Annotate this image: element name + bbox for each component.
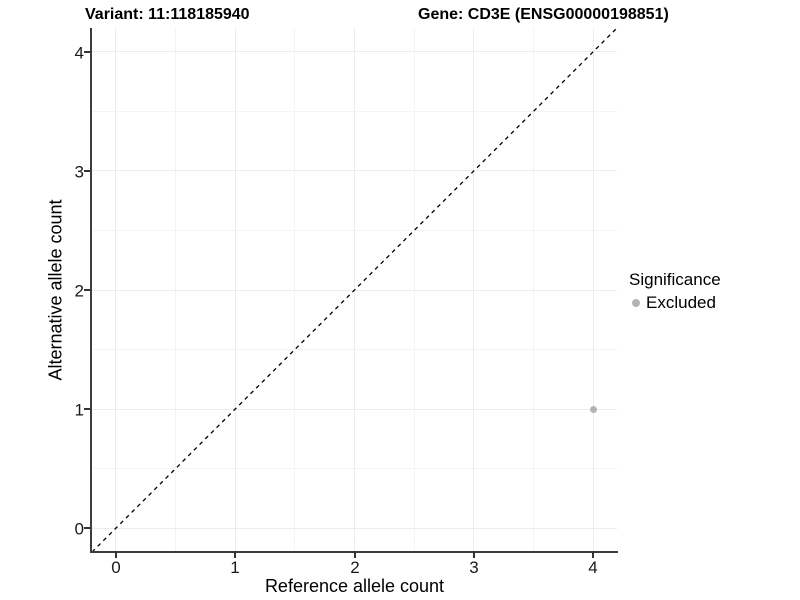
- legend-item-excluded: Excluded: [629, 294, 721, 311]
- y-tick-mark: [84, 289, 90, 291]
- data-point-excluded: [589, 405, 597, 413]
- x-tick-label: 1: [230, 558, 240, 577]
- y-tick-mark: [84, 408, 90, 410]
- legend-item-label: Excluded: [646, 293, 716, 313]
- y-tick-label: 2: [74, 281, 84, 301]
- x-tick-mark: [115, 552, 117, 558]
- x-tick-label: 3: [469, 558, 479, 577]
- x-tick-label: 2: [350, 558, 360, 577]
- x-axis-title: Reference allele count: [264, 576, 445, 596]
- y-axis-line: [90, 28, 92, 553]
- x-tick-label: 4: [588, 558, 598, 577]
- y-tick-mark: [84, 527, 90, 529]
- identity-dashed-line: [92, 28, 617, 552]
- plot-panel: [92, 28, 617, 552]
- y-grid-major-line: [92, 527, 617, 529]
- variant-title: Variant: 11:118185940: [85, 6, 250, 23]
- y-grid-major-line: [92, 51, 617, 53]
- y-grid-major-line: [92, 170, 617, 172]
- x-tick-mark: [473, 552, 475, 558]
- legend: Significance Excluded: [629, 269, 721, 311]
- x-tick-label: 0: [111, 558, 121, 577]
- y-tick-label: 4: [74, 43, 84, 63]
- y-axis-title: Alternative allele count: [45, 199, 66, 381]
- gene-title: Gene: CD3E (ENSG00000198851): [418, 6, 669, 23]
- x-tick-mark: [592, 552, 594, 558]
- y-tick-label: 1: [74, 400, 84, 420]
- legend-title: Significance: [629, 270, 721, 289]
- excluded-point-icon: [632, 298, 640, 307]
- y-tick-label: 0: [74, 519, 84, 539]
- x-tick-mark: [234, 552, 236, 558]
- x-tick-mark: [354, 552, 356, 558]
- y-grid-major-line: [92, 408, 617, 410]
- y-tick-mark: [84, 170, 90, 172]
- y-tick-label: 3: [74, 162, 84, 182]
- y-tick-mark: [84, 51, 90, 53]
